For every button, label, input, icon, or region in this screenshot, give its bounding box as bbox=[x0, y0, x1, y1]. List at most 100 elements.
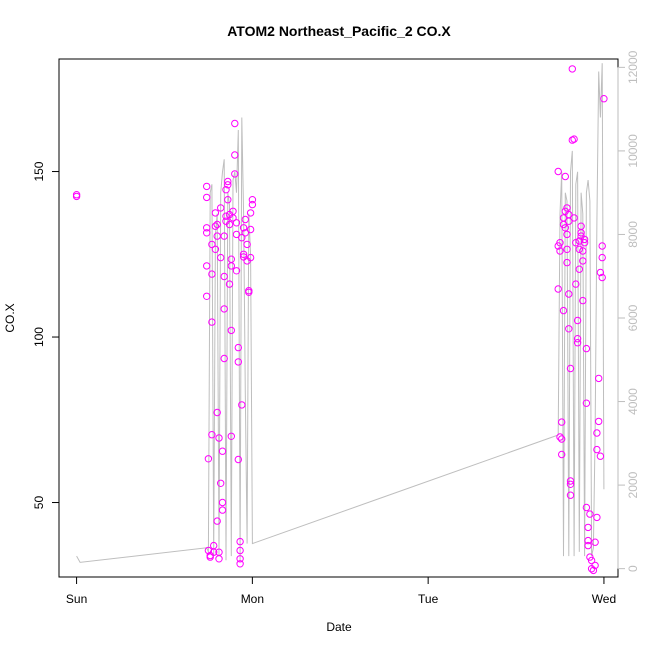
data-point bbox=[246, 209, 255, 217]
data-point bbox=[582, 503, 591, 512]
x-tick-label: Wed bbox=[592, 592, 616, 606]
data-point bbox=[559, 306, 568, 315]
data-point bbox=[570, 135, 578, 143]
data-point bbox=[586, 510, 594, 518]
data-point bbox=[584, 541, 592, 550]
data-point bbox=[215, 434, 223, 442]
data-point bbox=[586, 553, 594, 561]
data-point bbox=[232, 230, 241, 239]
data-point bbox=[218, 506, 227, 514]
data-point bbox=[566, 477, 575, 485]
data-point bbox=[566, 480, 575, 488]
data-point bbox=[227, 262, 236, 270]
data-point bbox=[595, 417, 603, 426]
y-axis-label: CO.X bbox=[3, 303, 17, 332]
data-point bbox=[554, 167, 562, 176]
data-point bbox=[580, 239, 589, 247]
data-point bbox=[211, 209, 220, 217]
data-point bbox=[554, 285, 562, 293]
data-point bbox=[224, 177, 232, 186]
data-point bbox=[556, 239, 564, 247]
data-point bbox=[232, 267, 241, 275]
y2-tick-label: 4000 bbox=[626, 388, 640, 415]
y-axis: 50 100 150 bbox=[32, 161, 60, 510]
data-point bbox=[563, 230, 571, 239]
data-point bbox=[598, 273, 606, 282]
data-point bbox=[227, 326, 236, 335]
data-point bbox=[220, 305, 228, 313]
data-point bbox=[213, 220, 221, 229]
data-point bbox=[203, 229, 211, 237]
y-tick-label: 100 bbox=[32, 327, 46, 347]
data-point bbox=[225, 280, 234, 288]
data-point bbox=[238, 234, 246, 242]
data-point bbox=[213, 408, 221, 417]
data-point bbox=[596, 268, 605, 277]
data-point bbox=[213, 517, 221, 525]
data-point bbox=[245, 288, 253, 296]
data-point bbox=[236, 546, 244, 555]
data-point bbox=[217, 204, 225, 212]
data-point bbox=[72, 191, 81, 199]
data-point bbox=[565, 210, 573, 219]
data-point bbox=[575, 265, 583, 273]
data-point bbox=[593, 445, 601, 454]
data-point bbox=[563, 204, 571, 212]
data-point bbox=[582, 399, 591, 407]
data-point bbox=[239, 224, 248, 232]
data-point bbox=[234, 358, 243, 366]
y-tick-label: 50 bbox=[32, 496, 46, 510]
data-point bbox=[236, 560, 244, 568]
y2-axis: 0 2000 4000 6000 8000 10000 12000 bbox=[617, 50, 640, 572]
data-point bbox=[232, 219, 241, 227]
data-point bbox=[558, 435, 566, 443]
data-point bbox=[204, 455, 213, 463]
data-point bbox=[218, 498, 227, 507]
data-point bbox=[570, 214, 578, 222]
data-point bbox=[225, 220, 234, 229]
point-series-layer bbox=[72, 65, 608, 575]
data-point bbox=[236, 537, 244, 546]
y2-tick-label: 6000 bbox=[626, 304, 640, 331]
data-point bbox=[238, 401, 246, 409]
data-point bbox=[217, 253, 225, 262]
data-point bbox=[561, 172, 569, 181]
data-point bbox=[224, 181, 232, 189]
data-point bbox=[222, 186, 230, 194]
data-point bbox=[565, 290, 573, 298]
data-point bbox=[220, 272, 228, 281]
data-point bbox=[206, 553, 214, 561]
x-tick-label: Mon bbox=[241, 592, 264, 606]
data-point bbox=[241, 215, 250, 224]
y2-tick-label: 2000 bbox=[626, 471, 640, 498]
data-point bbox=[556, 433, 564, 441]
data-point bbox=[565, 217, 573, 225]
data-point bbox=[577, 229, 585, 237]
data-point bbox=[587, 556, 596, 565]
data-point bbox=[218, 447, 227, 455]
data-point bbox=[591, 538, 599, 546]
data-point bbox=[558, 450, 566, 459]
data-point bbox=[231, 119, 239, 128]
data-point bbox=[582, 344, 591, 353]
data-point bbox=[568, 65, 576, 73]
data-point bbox=[213, 232, 221, 240]
data-point bbox=[572, 239, 580, 247]
data-point bbox=[236, 555, 244, 563]
data-point bbox=[561, 224, 569, 232]
data-point bbox=[239, 250, 248, 259]
grey-line-series bbox=[76, 63, 605, 563]
data-point bbox=[248, 196, 257, 204]
data-point bbox=[598, 253, 606, 262]
data-point bbox=[220, 354, 228, 363]
data-point bbox=[203, 182, 211, 191]
x-tick-label: Tue bbox=[418, 592, 439, 606]
data-point bbox=[204, 546, 213, 555]
y2-tick-label: 12000 bbox=[626, 50, 640, 84]
data-point bbox=[208, 318, 216, 326]
data-point bbox=[208, 431, 216, 439]
data-point bbox=[589, 566, 598, 575]
data-point bbox=[241, 229, 250, 237]
x-axis-label: Date bbox=[326, 620, 352, 634]
